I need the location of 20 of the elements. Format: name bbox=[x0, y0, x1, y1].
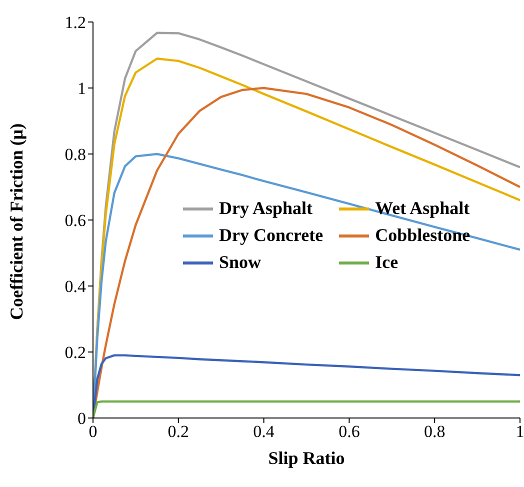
x-tick-label: 0.2 bbox=[168, 422, 190, 442]
x-tick-label: 1 bbox=[516, 422, 524, 442]
legend-label: Ice bbox=[375, 252, 398, 273]
legend-label: Dry Asphalt bbox=[219, 198, 313, 219]
y-tick-label: 0.4 bbox=[64, 277, 86, 296]
y-tick-label: 0 bbox=[78, 409, 86, 428]
y-axis-title: Coefficient of Friction (μ) bbox=[6, 123, 26, 320]
legend-label: Wet Asphalt bbox=[375, 198, 470, 219]
x-tick-label: 0.6 bbox=[338, 422, 360, 442]
legend-label: Dry Concrete bbox=[219, 225, 324, 246]
x-axis-title: Slip Ratio bbox=[268, 448, 345, 468]
y-tick-label: 0.6 bbox=[64, 211, 86, 230]
legend-label: Snow bbox=[219, 252, 262, 273]
y-tick-label: 1 bbox=[78, 79, 86, 98]
x-tick-label: 0.8 bbox=[424, 422, 446, 442]
x-tick-label: 0.4 bbox=[253, 422, 275, 442]
y-tick-label: 0.8 bbox=[64, 145, 86, 164]
y-tick-label: 0.2 bbox=[64, 343, 86, 362]
legend-label: Cobblestone bbox=[375, 225, 470, 246]
y-tick-label: 1.2 bbox=[64, 13, 86, 32]
